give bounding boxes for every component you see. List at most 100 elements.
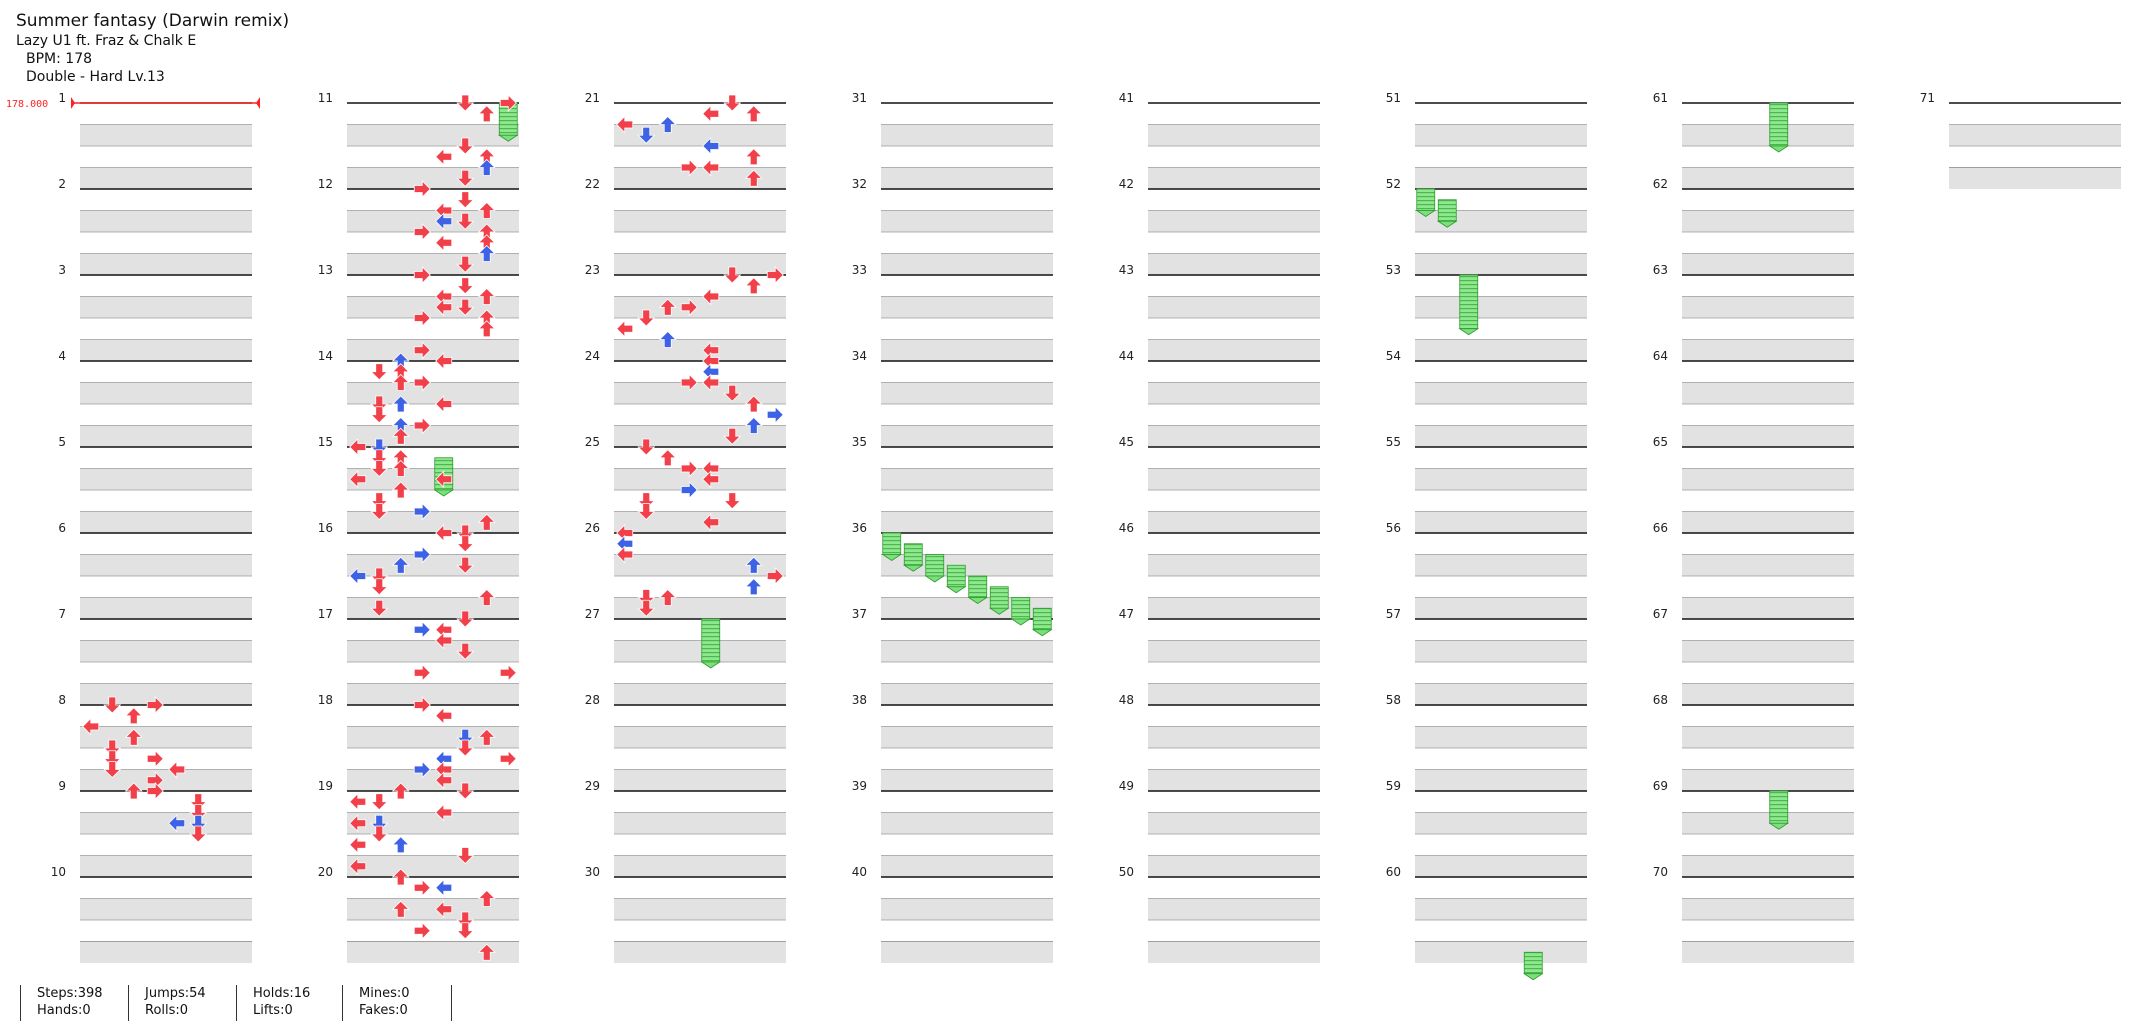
beat-band — [347, 640, 519, 662]
beat-band — [1415, 769, 1587, 791]
beat-band — [1148, 855, 1320, 877]
hold-tail — [700, 661, 722, 669]
arrow-left-icon — [349, 792, 367, 811]
measure-number: 27 — [585, 607, 600, 621]
measure-number: 2 — [58, 177, 66, 191]
tap-notes — [82, 94, 784, 961]
beat-band — [1148, 253, 1320, 275]
arrow-up-icon — [477, 201, 496, 219]
beat-band — [1682, 511, 1854, 533]
arrow-up-icon — [391, 481, 410, 499]
beat-band — [347, 726, 519, 748]
beat-band — [1682, 124, 1854, 146]
arrow-down-icon — [370, 793, 389, 811]
arrow-left-icon — [435, 771, 453, 790]
beat-band — [881, 640, 1053, 662]
measure-number: 47 — [1119, 607, 1134, 621]
arrow-right-icon — [413, 266, 431, 284]
stat-jumps: Jumps:54 — [145, 986, 206, 1001]
beat-band — [881, 210, 1053, 232]
beat-band — [347, 425, 519, 447]
hold-tail — [945, 586, 967, 594]
bpm-marker-right-tick — [256, 97, 260, 109]
hold-body — [968, 575, 988, 598]
measure-number: 21 — [585, 91, 600, 105]
beat-band — [80, 597, 252, 619]
beat-band — [881, 769, 1053, 791]
arrow-up-icon — [477, 320, 496, 338]
beat-band — [614, 855, 786, 877]
beat-band — [1682, 812, 1854, 834]
beat-band — [1148, 468, 1320, 490]
arrow-up-icon — [477, 244, 496, 262]
measure-number: 7 — [58, 607, 66, 621]
arrow-down-icon — [456, 782, 475, 800]
arrow-up-icon — [124, 707, 143, 725]
arrow-down-icon — [103, 761, 122, 779]
beat-band — [1148, 941, 1320, 963]
arrow-right-icon — [766, 567, 784, 585]
beat-band — [80, 855, 252, 877]
arrow-up-icon — [744, 578, 763, 596]
beat-band — [881, 425, 1053, 447]
arrow-down-icon — [189, 814, 208, 832]
measure-number: 14 — [318, 349, 333, 363]
beat-band — [881, 296, 1053, 318]
beat-band — [1148, 683, 1320, 705]
measure-number: 41 — [1119, 91, 1134, 105]
beat-band — [80, 210, 252, 232]
beat-band — [1148, 597, 1320, 619]
arrow-left-icon — [349, 857, 367, 876]
arrow-left-icon — [435, 470, 453, 489]
arrow-down-icon — [370, 460, 389, 478]
arrow-down-icon — [370, 814, 389, 832]
beat-band — [1682, 726, 1854, 748]
beat-band — [881, 468, 1053, 490]
beat-band — [614, 597, 786, 619]
measure-number: 12 — [318, 177, 333, 191]
measure-number: 35 — [852, 435, 867, 449]
measure-number: 61 — [1653, 91, 1668, 105]
measure-number: 62 — [1653, 177, 1668, 191]
arrow-left-icon — [349, 567, 367, 585]
song-title: Summer fantasy (Darwin remix) — [16, 11, 290, 31]
stat-rolls: Rolls:0 — [145, 1003, 189, 1018]
arrow-left-icon — [435, 878, 453, 897]
measure-number: 64 — [1653, 349, 1668, 363]
beat-band — [614, 683, 786, 705]
arrow-down-icon — [456, 556, 475, 574]
measure-number: 30 — [585, 865, 600, 879]
beat-band — [1415, 941, 1587, 963]
beat-band — [1682, 683, 1854, 705]
measure-number: 56 — [1386, 521, 1401, 535]
beat-band — [1148, 511, 1320, 533]
arrow-down-icon — [637, 126, 656, 144]
beat-band — [1148, 124, 1320, 146]
arrow-down-icon — [637, 599, 656, 617]
arrow-up-icon — [477, 889, 496, 907]
measure-number: 20 — [318, 865, 333, 879]
measure-number: 52 — [1386, 177, 1401, 191]
arrow-left-icon — [435, 706, 453, 725]
beat-band — [1415, 640, 1587, 662]
arrow-down-icon — [456, 94, 475, 112]
beat-band — [614, 253, 786, 275]
beat-band — [1682, 554, 1854, 576]
measure-number: 71 — [1920, 91, 1935, 105]
measure-column: 51 52 53 54 55 56 57 58 59 60 — [1386, 91, 1587, 963]
arrow-up-icon — [477, 588, 496, 606]
arrow-down-icon — [370, 578, 389, 596]
arrow-left-icon — [435, 147, 453, 166]
beat-band — [1415, 898, 1587, 920]
beat-band — [1148, 640, 1320, 662]
beat-band — [881, 941, 1053, 963]
arrow-left-icon — [435, 524, 453, 542]
beat-band — [881, 597, 1053, 619]
beat-band — [347, 683, 519, 705]
measure-number: 37 — [852, 607, 867, 621]
hold-tail — [1031, 629, 1053, 637]
beat-band — [1415, 683, 1587, 705]
measure-number: 25 — [585, 435, 600, 449]
hold-body — [1437, 199, 1457, 222]
beat-band — [881, 167, 1053, 189]
